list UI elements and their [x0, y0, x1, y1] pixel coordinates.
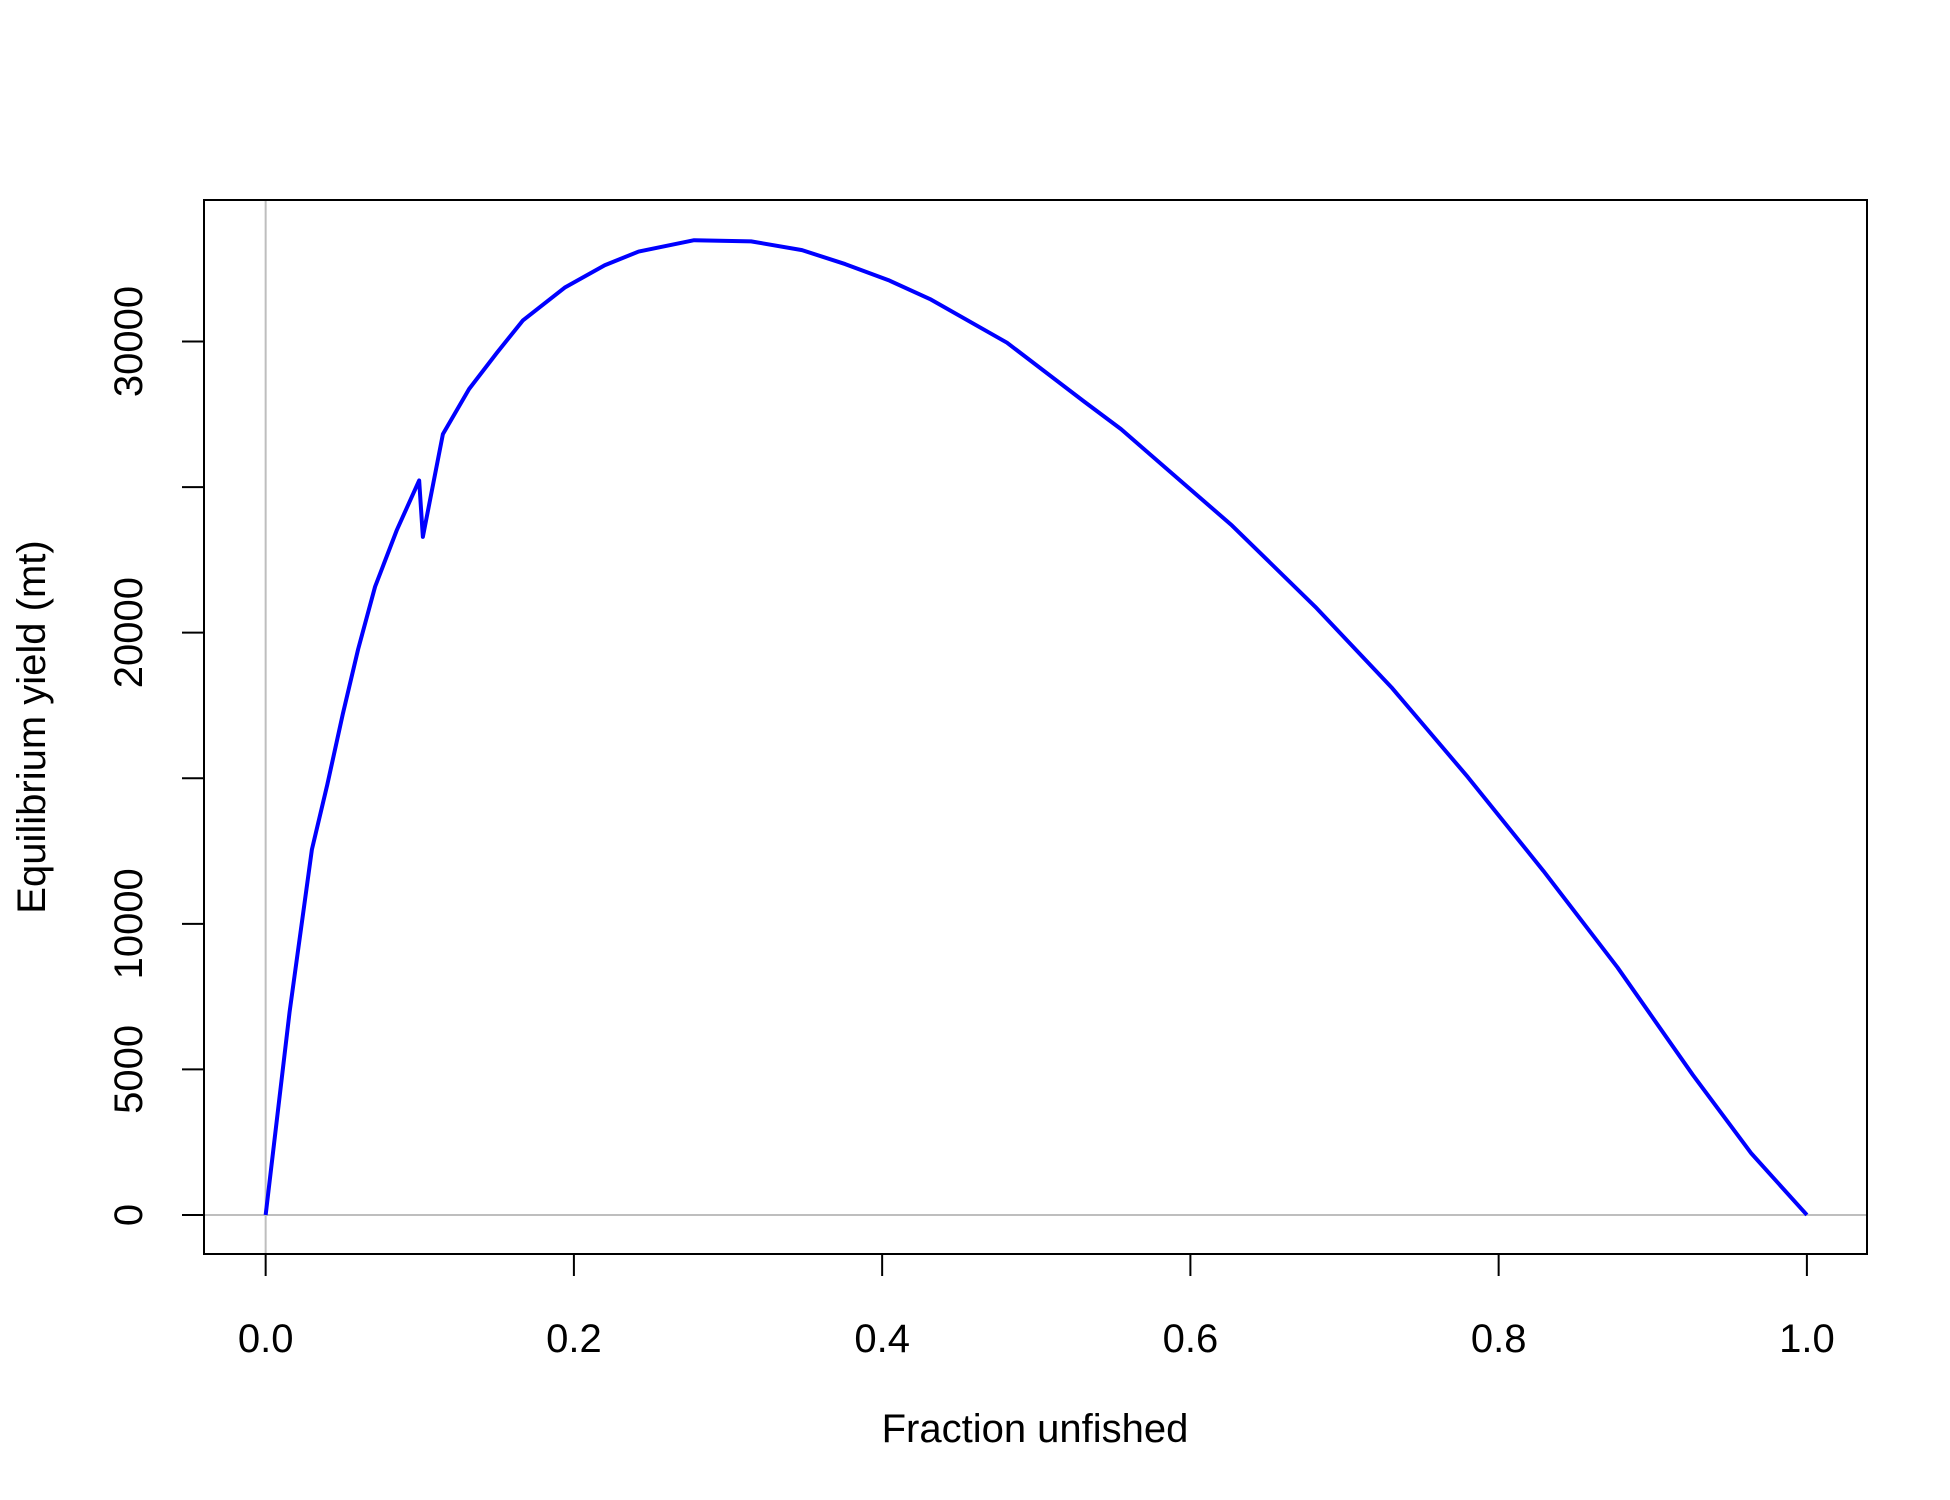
plot-frame: [203, 199, 1868, 1255]
x-tick-label: 1.0: [1779, 1317, 1835, 1361]
x-axis-label: Fraction unfished: [882, 1407, 1189, 1451]
y-tick-label: 5000: [107, 1025, 151, 1114]
x-tick-label: 0.2: [546, 1317, 602, 1361]
y-tick-label: 0: [107, 1204, 151, 1226]
y-tick-label: 10000: [107, 868, 151, 979]
x-tick-label: 0.0: [238, 1317, 294, 1361]
x-tick-label: 0.4: [854, 1317, 910, 1361]
data-line: [263, 238, 1809, 1217]
x-tick-label: 0.8: [1471, 1317, 1527, 1361]
y-tick-label: 30000: [107, 286, 151, 397]
x-tick-label: 0.6: [1163, 1317, 1219, 1361]
y-axis-label: Equilibrium yield (mt): [10, 540, 54, 913]
y-tick-label: 20000: [107, 577, 151, 688]
